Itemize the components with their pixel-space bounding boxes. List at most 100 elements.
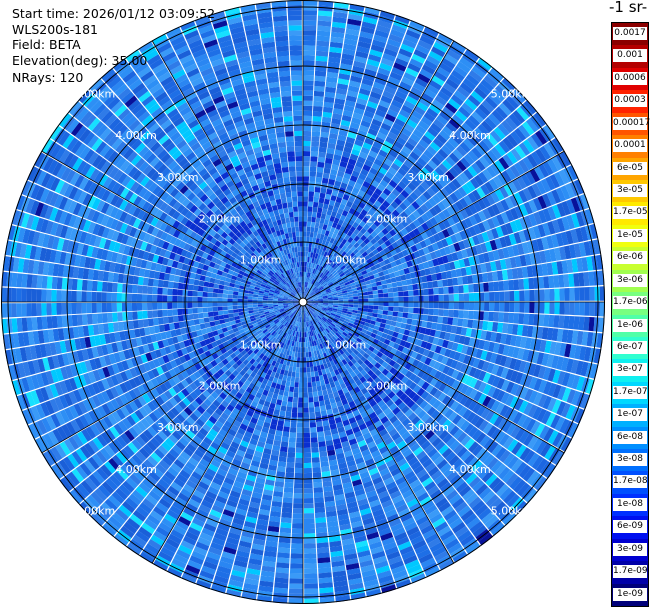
range-gate-cell [437,316,444,324]
range-gate-cell [555,187,566,202]
range-gate-cell [422,261,430,269]
range-gate-cell [315,176,323,183]
range-gate-cell [445,122,458,133]
range-gate-cell [307,377,312,383]
range-gate-cell [327,304,333,307]
range-gate-cell [536,180,547,195]
range-gate-cell [322,305,328,308]
range-gate-cell [386,108,399,118]
range-gate-cell [378,306,384,311]
range-gate-cell [333,298,339,301]
range-gate-cell [447,181,458,192]
range-gate-cell [327,307,333,310]
range-gate-cell [310,437,318,443]
range-gate-cell [505,95,520,110]
range-gate-cell [303,130,312,137]
range-gate-cell [308,402,314,408]
range-gate-cell [438,62,453,74]
range-gate-cell [480,350,488,361]
range-gate-cell [518,142,531,156]
range-gate-cell [349,153,359,161]
range-gate-cell [313,366,318,372]
range-gate-cell [498,81,513,95]
range-gate-cell [353,277,360,282]
range-gate-cell [312,304,318,307]
range-gate-cell [456,343,464,353]
range-gate-cell [322,389,328,396]
range-gate-cell [333,281,339,286]
range-gate-cell [484,302,490,311]
range-gate-cell [332,305,338,308]
range-gate-cell [427,126,439,138]
range-gate-cell [293,387,299,393]
range-gate-cell [336,311,342,315]
range-gate-cell [304,292,306,298]
range-gate-cell [412,228,421,237]
range-gate-cell [382,90,395,100]
range-gate-cell [299,332,302,338]
range-gate-cell [445,78,459,90]
range-gate-cell [411,201,420,210]
range-gate-cell [397,193,406,202]
range-gate-cell [312,263,316,269]
range-gate-cell [303,221,307,227]
range-gate-cell [307,372,311,378]
range-gate-cell [433,302,439,309]
range-gate-cell [468,203,478,215]
range-gate-cell [514,219,523,232]
range-gate-cell [359,124,369,133]
range-gate-cell [518,360,527,373]
range-gate-cell [325,214,331,221]
range-gate-cell [532,225,541,239]
range-gate-cell [347,131,357,139]
range-gate-cell [536,264,544,277]
range-gate-cell [311,381,317,388]
range-gate-cell [429,141,441,152]
range-gate-cell [365,63,379,72]
range-gate-cell [330,195,337,202]
range-gate-cell [320,187,327,194]
range-gate-cell [303,467,312,474]
range-gate-cell [428,302,434,309]
range-gate-cell [344,33,359,41]
range-gate-cell [390,261,397,268]
range-gate-cell [442,126,454,137]
range-gate-cell [363,295,369,299]
range-gate-cell [312,295,318,299]
range-gate-cell [564,288,570,301]
range-gate-cell [358,302,364,305]
range-gate-cell [505,334,512,346]
range-gate-cell [424,131,436,142]
range-gate-cell [508,312,515,324]
range-gate-cell [447,137,459,149]
range-gate-cell [536,238,544,251]
range-gate-cell [379,322,386,329]
range-gate-cell [294,467,303,474]
range-gate-cell [524,375,533,388]
range-gate-cell [363,223,370,231]
range-gate-cell [421,135,433,145]
range-gate-cell [307,297,313,301]
range-gate-cell [409,151,420,161]
range-gate-cell [497,173,508,186]
range-gate-cell [317,294,323,298]
range-gate-cell [528,376,538,390]
range-gate-cell [299,367,303,373]
range-gate-cell [482,252,490,263]
range-gate-cell [451,342,459,352]
range-gate-cell [303,145,311,152]
range-gate-cell [370,238,378,245]
range-gate-cell [599,302,605,317]
range-gate-cell [303,483,313,489]
range-gate-cell [398,328,406,335]
range-gate-cell [363,230,371,238]
range-gate-cell [458,293,465,302]
range-gate-cell [394,184,404,194]
range-gate-cell [504,291,510,302]
range-gate-cell [321,384,327,391]
range-gate-cell [310,252,314,258]
range-gate-cell [310,371,315,378]
range-gate-cell [379,275,386,281]
range-gate-cell [293,498,303,504]
range-gate-cell [366,219,374,227]
